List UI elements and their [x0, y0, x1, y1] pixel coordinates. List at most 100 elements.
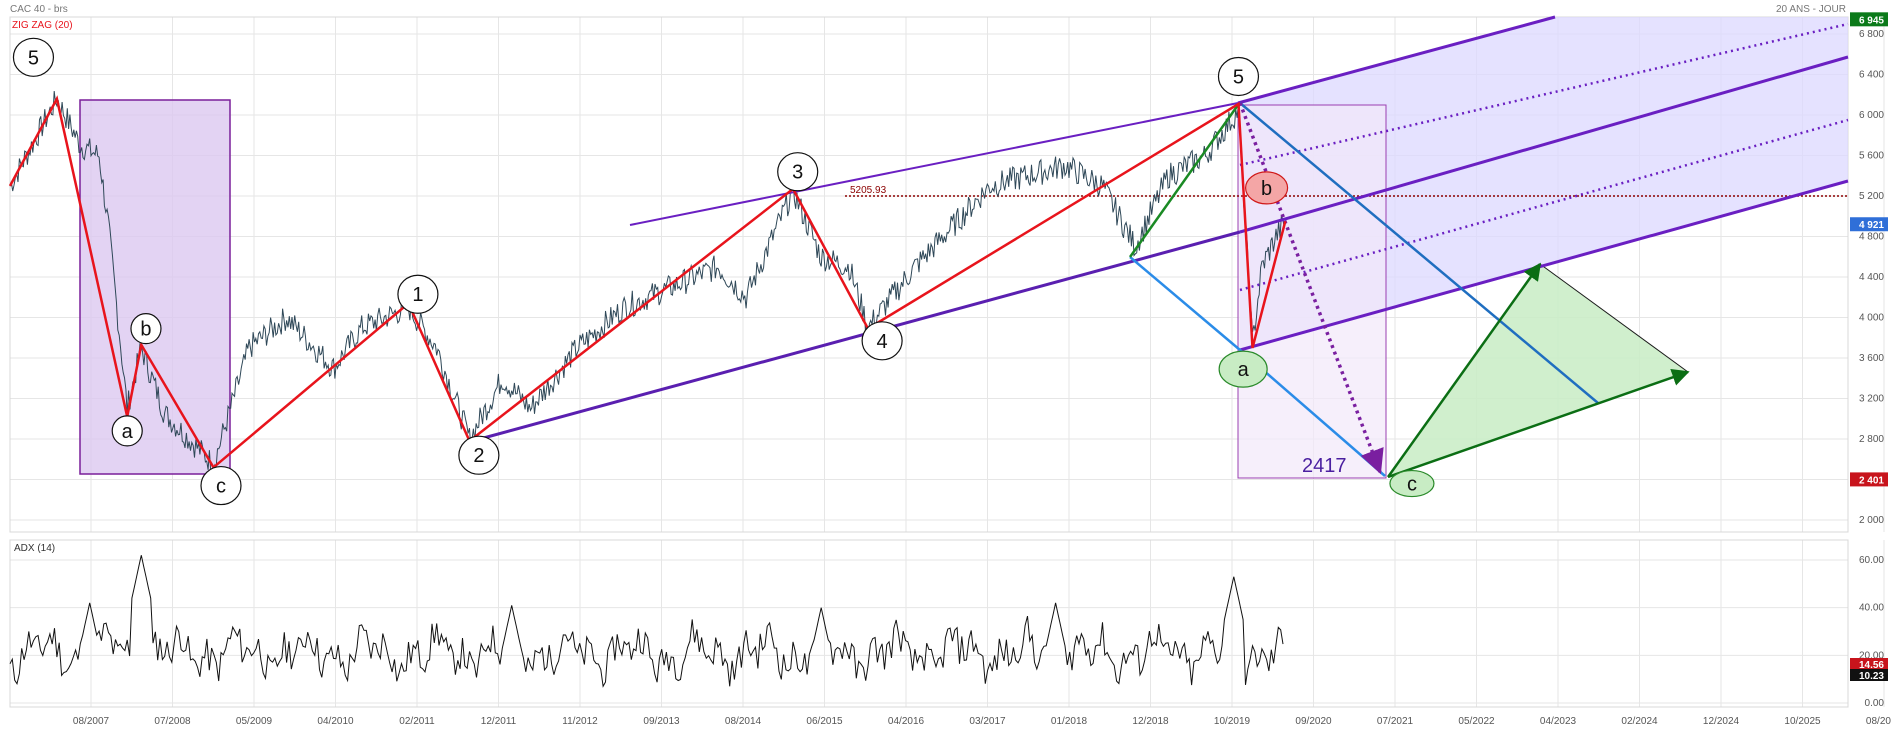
wave-label-text: a	[122, 421, 134, 443]
adx-y-tick-label: 0.00	[1865, 698, 1885, 709]
target-triangle-edge	[1539, 263, 1689, 373]
adx-y-axis: 0.00 20.00 40.00 60.00	[1859, 555, 1884, 709]
main-panel-frame	[9, 16, 1849, 533]
x-tick-label: 12/2018	[1132, 716, 1169, 727]
wave-label-circle	[200, 465, 242, 506]
y-tick-label: 6 000	[1859, 110, 1884, 121]
x-tick-label: 04/2010	[317, 716, 354, 727]
wave-label-circle	[861, 321, 903, 361]
price-badge	[1850, 472, 1888, 487]
wave-label-circle	[777, 152, 819, 192]
wave-label-text: c	[216, 476, 226, 498]
correction-box-2008	[79, 99, 231, 475]
x-tick-label: 09/2020	[1295, 716, 1332, 727]
wave-label-circle	[397, 274, 439, 314]
wave-label-text: 5	[28, 47, 39, 69]
wave-label-text: 5	[1233, 67, 1244, 89]
adx-y-tick-label: 60.00	[1859, 555, 1884, 566]
wave-label-text: 3	[792, 162, 803, 184]
adx-badge	[1850, 658, 1888, 670]
target-label: 2417	[1302, 455, 1347, 477]
price-badge-label: 6 945	[1859, 15, 1884, 26]
x-tick-label: 08/2007	[73, 716, 110, 727]
blue-line-c	[1239, 102, 1599, 404]
y-tick-label: 5 200	[1859, 191, 1884, 202]
fan-line-1	[1237, 15, 1556, 105]
x-tick-label: 05/2009	[236, 716, 273, 727]
x-tick-label: 12/2024	[1703, 716, 1740, 727]
y-tick-label: 4 400	[1859, 272, 1884, 283]
wave-label-text: 2	[473, 445, 484, 467]
price-badge-label: 4 921	[1859, 220, 1884, 231]
fan-line-3	[1239, 179, 1849, 352]
x-tick-label: 02/2011	[399, 716, 435, 727]
indicator-label: ZIG ZAG (20)	[12, 20, 73, 31]
adx-panel-frame	[9, 539, 1849, 708]
wave-label-circle	[1389, 469, 1435, 498]
wave-label-circle	[111, 415, 143, 447]
price-badge	[1850, 217, 1888, 232]
x-tick-label: 08/2014	[725, 716, 762, 727]
adx-badge-label: 14.56	[1859, 660, 1884, 671]
x-tick-label: 05/2022	[1458, 716, 1495, 727]
channel-base-line	[464, 230, 1241, 445]
y-tick-label: 4 800	[1859, 232, 1884, 243]
x-tick-label: 01/2018	[1051, 716, 1088, 727]
x-tick-label: 02/2024	[1621, 716, 1658, 727]
wave-label-text: b	[140, 319, 151, 341]
y-tick-label: 6 800	[1859, 29, 1884, 40]
adx-y-tick-label: 40.00	[1859, 603, 1884, 614]
wave-label-text: b	[1261, 178, 1272, 200]
x-tick-label: 10/2025	[1784, 716, 1821, 727]
x-tick-label: 04/2016	[888, 716, 925, 727]
adx-title: ADX (14)	[14, 543, 55, 554]
period-label: 20 ANS - JOUR	[1776, 4, 1846, 15]
wave-labels: 5 b a c 1 2 3 4 5 b a c	[12, 37, 1435, 506]
adx-badge	[1850, 669, 1888, 681]
x-tick-label: 11/2012	[562, 716, 598, 727]
blue-line-a	[1129, 256, 1241, 351]
target-triangle-fill	[1388, 264, 1688, 477]
adx-grid	[10, 540, 1885, 707]
y-tick-label: 5 600	[1859, 151, 1884, 162]
wave-label-circle	[1218, 350, 1268, 388]
wave-label-circle	[130, 313, 162, 345]
x-axis: 08/2007 07/2008 05/2009 04/2010 02/2011 12/20…	[73, 716, 1891, 727]
wave-label-circle	[458, 435, 500, 475]
y-tick-label: 3 600	[1859, 353, 1884, 364]
wave-label-circle	[1244, 171, 1289, 205]
green-arrow-up	[1386, 262, 1542, 478]
wave-label-text: 4	[877, 331, 888, 353]
x-tick-label: 03/2017	[969, 716, 1006, 727]
green-line-rise	[1128, 104, 1240, 258]
y-tick-label: 3 200	[1859, 394, 1884, 405]
x-tick-label: 06/2015	[806, 716, 843, 727]
wave-label-circle	[12, 37, 55, 77]
x-tick-label: 07/2008	[154, 716, 191, 727]
x-tick-label: 12/2011	[481, 716, 517, 727]
x-tick-label: 08/2026	[1866, 716, 1891, 727]
y-tick-label: 2 000	[1859, 515, 1884, 526]
fan-dotted-1	[1239, 22, 1849, 167]
x-tick-label: 09/2013	[643, 716, 680, 727]
wave-label-text: c	[1407, 474, 1417, 496]
level-label: 5205.93	[850, 185, 887, 196]
fan-line-2	[1239, 55, 1849, 234]
y-tick-label: 6 400	[1859, 70, 1884, 81]
wave-label-text: a	[1238, 359, 1250, 381]
projection-dotted-arrow	[1238, 102, 1384, 475]
price-badge	[1850, 12, 1888, 27]
y-tick-label: 2 800	[1859, 434, 1884, 445]
correction-box-2020	[1237, 104, 1387, 479]
x-tick-label: 04/2023	[1540, 716, 1577, 727]
adx-series	[9, 555, 1284, 688]
wave-label-text: 1	[412, 284, 423, 306]
x-tick-label: 07/2021	[1377, 716, 1414, 727]
adx-badge-label: 10.23	[1859, 671, 1884, 682]
channel-top-line	[629, 102, 1239, 226]
green-arrow-right	[1387, 368, 1690, 479]
